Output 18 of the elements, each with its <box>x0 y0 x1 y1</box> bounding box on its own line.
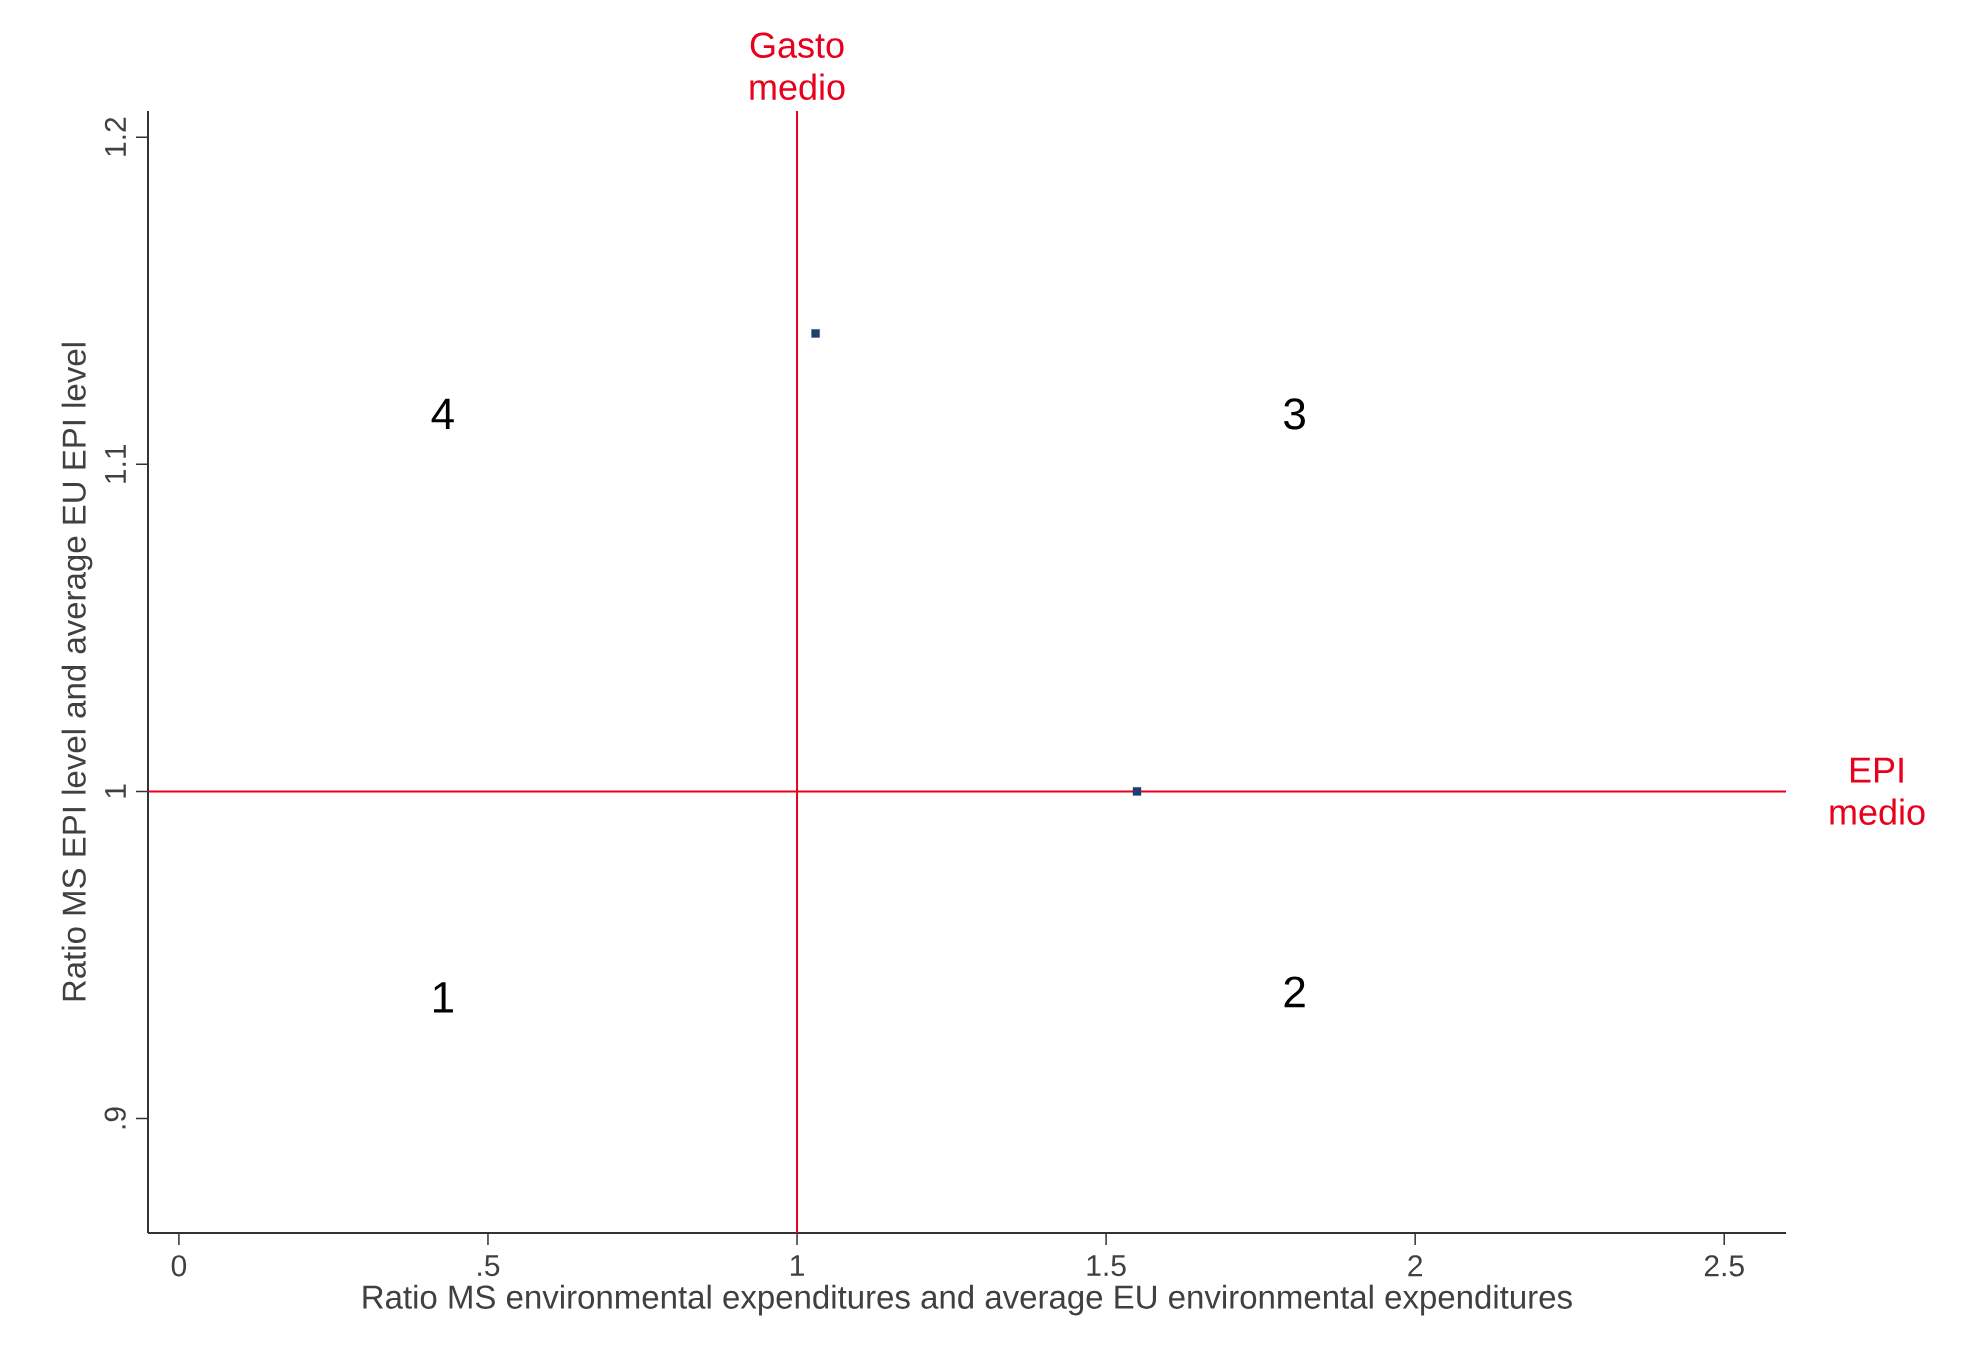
x-tick-label: 1 <box>790 1255 804 1276</box>
x-tick-label: 2 <box>1408 1255 1422 1277</box>
ref-line-label: EPI medio <box>1830 757 1925 825</box>
annotation: 2 <box>1284 976 1305 1008</box>
y-tick-label: .9 <box>104 1107 126 1129</box>
y-tick-label: 1.1 <box>105 444 126 483</box>
x-tick-label: 2.5 <box>1704 1255 1744 1277</box>
x-tick-label: 0 <box>171 1255 187 1277</box>
x-axis-title: Ratio MS environmental expenditures and average EU environmental expenditures <box>363 1284 1572 1316</box>
annotation: 4 <box>431 398 454 430</box>
ref-line-label: Gasto medio <box>750 32 845 100</box>
y-tick-label: 1 <box>105 784 126 798</box>
y-tick-label: 1.2 <box>104 117 126 156</box>
x-tick-label: .5 <box>478 1255 500 1277</box>
x-tick-label: 1.5 <box>1087 1255 1126 1277</box>
y-axis-title: Ratio MS EPI level and average EU EPI level <box>61 343 93 1001</box>
annotation: 3 <box>1284 398 1305 430</box>
annotation: 1 <box>433 982 453 1013</box>
